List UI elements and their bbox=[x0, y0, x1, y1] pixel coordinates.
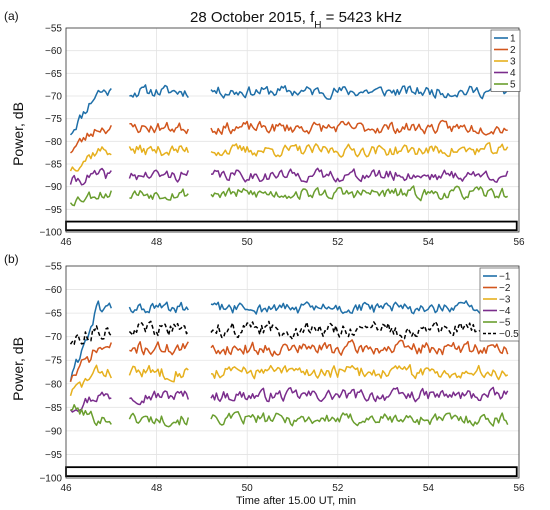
panel-a-frame bbox=[65, 27, 520, 233]
panel-b-ticks: −100 −95 −90 −85 −80 −75 −70 −65 −60 −55 46 48 50 52 5… bbox=[39, 262, 525, 495]
y-tick-label: −80 bbox=[45, 137, 62, 148]
legend-label: −4 bbox=[499, 306, 511, 317]
panel-a-heating-bar bbox=[65, 220, 518, 232]
legend-label: 5 bbox=[510, 79, 516, 90]
panel-b-ylabel: Power, dB bbox=[10, 337, 26, 401]
y-tick-label: −95 bbox=[45, 205, 62, 216]
y-tick-label: −60 bbox=[45, 46, 62, 57]
x-tick-label: 54 bbox=[423, 483, 435, 494]
series-line-minus-3 bbox=[69, 364, 509, 397]
x-tick-label: 54 bbox=[423, 237, 435, 248]
x-tick-label: 52 bbox=[332, 237, 344, 248]
title-tail: = 5423 kHz bbox=[322, 9, 402, 26]
series-line-minus-0.5 bbox=[69, 320, 509, 345]
series-line-3 bbox=[69, 142, 509, 172]
y-tick-label: −65 bbox=[45, 69, 62, 80]
panel-a-ylabel: Power, dB bbox=[10, 102, 26, 166]
panel-b-grid bbox=[65, 265, 520, 479]
panel-b-heating-bar bbox=[65, 466, 518, 478]
x-tick-label: 46 bbox=[60, 237, 72, 248]
legend-label: −5 bbox=[499, 317, 511, 328]
y-tick-label: −85 bbox=[45, 403, 62, 414]
x-tick-label: 48 bbox=[151, 483, 163, 494]
panel-a: (a) Power, dB −100 −95 −90 −85 −80 −75 −70 −65 −… bbox=[4, 9, 525, 248]
series-line-2 bbox=[70, 119, 508, 154]
title-subscript: H bbox=[314, 20, 321, 31]
panel-b-lines bbox=[69, 300, 509, 428]
y-tick-label: −75 bbox=[45, 114, 62, 125]
figure-title: 28 October 2015, fH = 5423 kHz bbox=[190, 9, 402, 31]
y-tick-label: −100 bbox=[39, 228, 62, 239]
x-tick-label: 46 bbox=[60, 483, 72, 494]
legend-box bbox=[479, 267, 520, 342]
x-tick-label: 48 bbox=[151, 237, 163, 248]
title-main: 28 October 2015, f bbox=[190, 9, 315, 26]
panel-a-label: (a) bbox=[4, 9, 19, 23]
legend-label: 3 bbox=[510, 56, 516, 67]
panel-b-frame bbox=[65, 265, 520, 479]
y-tick-label: −70 bbox=[45, 332, 62, 343]
x-tick-label: 56 bbox=[513, 237, 525, 248]
legend-label: 1 bbox=[510, 33, 516, 44]
y-tick-label: −80 bbox=[45, 379, 62, 390]
panel-b: (b) Power, dB −100−95−90−85−80−75−70−65−… bbox=[4, 252, 525, 507]
y-tick-label: −85 bbox=[45, 160, 62, 171]
legend-label: −2 bbox=[499, 283, 511, 294]
y-tick-label: −90 bbox=[45, 426, 62, 437]
y-tick-label: −75 bbox=[45, 356, 62, 367]
legend-label: 4 bbox=[510, 68, 516, 79]
panel-b-label: (b) bbox=[4, 252, 19, 266]
x-tick-label: 56 bbox=[513, 483, 525, 494]
panel-a-lines bbox=[69, 84, 509, 207]
series-line-minus-2 bbox=[69, 339, 509, 383]
panel-b-xlabel: Time after 15.00 UT, min bbox=[236, 495, 356, 507]
y-tick-label: −95 bbox=[45, 450, 62, 461]
x-tick-label: 50 bbox=[242, 237, 254, 248]
series-line-minus-5 bbox=[70, 404, 509, 428]
y-tick-label: −60 bbox=[45, 285, 62, 296]
y-tick-label: −55 bbox=[45, 262, 62, 273]
y-tick-label: −55 bbox=[45, 24, 62, 35]
y-tick-label: −65 bbox=[45, 309, 62, 320]
y-tick-label: −70 bbox=[45, 92, 62, 103]
y-tick-label: −100 bbox=[39, 474, 62, 485]
panel-b-legend: −1−2−3−4−5−0.5 bbox=[479, 267, 520, 342]
heating-period-bar bbox=[65, 466, 518, 478]
x-tick-label: 50 bbox=[242, 483, 254, 494]
x-tick-label: 52 bbox=[332, 483, 344, 494]
series-line-4 bbox=[69, 167, 509, 186]
legend-label: 2 bbox=[510, 45, 516, 56]
series-line-minus-4 bbox=[69, 386, 509, 413]
series-line-1 bbox=[69, 84, 509, 136]
legend-label: −0.5 bbox=[499, 329, 519, 340]
series-line-5 bbox=[69, 185, 509, 207]
y-tick-label: −90 bbox=[45, 182, 62, 193]
legend-label: −1 bbox=[499, 271, 511, 282]
heating-period-bar bbox=[65, 220, 518, 232]
legend-label: −3 bbox=[499, 294, 511, 305]
series-line-minus-1 bbox=[69, 300, 509, 382]
